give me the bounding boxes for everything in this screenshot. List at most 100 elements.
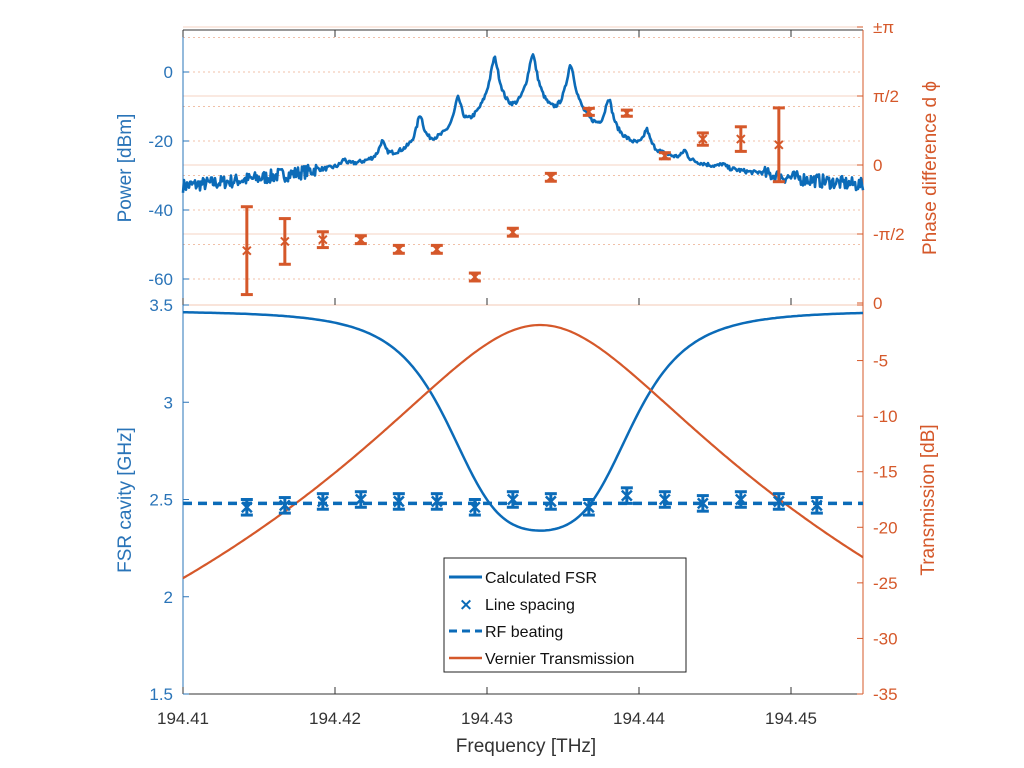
line-spacing-point [544, 492, 557, 511]
line-spacing-marker [772, 495, 785, 508]
line-spacing-marker [506, 493, 519, 506]
bottom-y-tick-label: 3 [164, 393, 173, 412]
top-y-tick-label: 0 [164, 63, 173, 82]
line-spacing-point [240, 498, 253, 517]
line-spacing-marker [696, 497, 709, 510]
top-right-tick-label: 0 [873, 156, 882, 175]
phase-marker [698, 134, 708, 144]
line-spacing-marker [316, 495, 329, 508]
legend-label-vernier-transmission: Vernier Transmission [485, 651, 634, 668]
line-spacing-marker [278, 499, 291, 512]
top-panel-grid [183, 26, 863, 306]
line-spacing-marker [430, 495, 443, 508]
phase-marker [774, 140, 784, 150]
bottom-right-tick-label: -10 [873, 407, 898, 426]
phase-marker [242, 245, 252, 256]
line-spacing-marker [810, 499, 823, 512]
phase-marker [736, 134, 746, 144]
line-spacing-point [734, 490, 747, 509]
phase-point [620, 108, 633, 118]
line-spacing-point [430, 492, 443, 511]
line-spacing-point [468, 498, 481, 517]
legend-box [443, 557, 687, 673]
phase-point [392, 243, 405, 255]
line-spacing-point [772, 492, 785, 511]
phase-marker [660, 151, 670, 161]
phase-marker [546, 172, 556, 183]
bottom-right-tick-label: -5 [873, 352, 888, 371]
line-spacing-point [316, 492, 329, 511]
line-spacing-marker [392, 495, 405, 508]
bottom-right-tick-label: -25 [873, 574, 898, 593]
x-tick-label: 194.42 [309, 709, 361, 728]
top-y-tick-label: -60 [148, 270, 173, 289]
calculated-fsr-line [183, 311, 863, 532]
line-spacing-point [354, 490, 367, 509]
line-spacing-point [278, 496, 291, 515]
x-tick-label: 194.45 [765, 709, 817, 728]
top-y-axis-label: Power [dBm] [115, 114, 136, 223]
bottom-y-tick-label: 2 [164, 588, 173, 607]
top-right-tick-label: -π/2 [873, 225, 905, 244]
phase-point [696, 131, 709, 147]
line-spacing-point [506, 490, 519, 509]
line-spacing-point [696, 494, 709, 513]
phase-marker [280, 236, 290, 247]
vernier-transmission-line [182, 323, 864, 580]
phase-marker [470, 272, 480, 282]
line-spacing-marker [544, 495, 557, 508]
axes [182, 26, 864, 695]
top-right-tick-label: π/2 [873, 87, 899, 106]
line-spacing-point [582, 498, 595, 517]
line-spacing-point [810, 496, 823, 515]
top-right-tick-label: ±π [873, 18, 894, 37]
legend: Calculated FSR × Line spacing RF beating… [443, 557, 687, 673]
phase-marker [508, 227, 518, 237]
phase-marker [622, 108, 632, 118]
phase-marker [394, 244, 404, 255]
line-spacing-marker [582, 501, 595, 514]
x-tick-label: 194.44 [613, 709, 665, 728]
line-spacing-marker [240, 501, 253, 514]
phase-point [354, 234, 367, 246]
legend-label-line-spacing: Line spacing [485, 597, 575, 614]
bottom-y-tick-label: 1.5 [149, 685, 173, 704]
x-axis-label: Frequency [THz] [456, 736, 596, 757]
line-spacing-point [658, 490, 671, 509]
phase-point [506, 226, 519, 238]
bottom-right-tick-label: -35 [873, 685, 898, 704]
phase-marker [432, 244, 442, 255]
bottom-y-tick-label: 3.5 [149, 296, 173, 315]
phase-point [582, 106, 595, 117]
phase-point [734, 125, 747, 153]
power-spectrum-line [181, 53, 865, 193]
top-right-tick-label: 0 [873, 294, 882, 313]
phase-point [430, 243, 443, 255]
line-spacing-point [392, 492, 405, 511]
line-spacing-marker [734, 493, 747, 506]
phase-marker [356, 234, 366, 245]
phase-point [240, 205, 253, 297]
bottom-right-axis-label: Transmission [dB] [918, 424, 939, 575]
line-spacing-marker [468, 501, 481, 514]
legend-label-rf-beating: RF beating [485, 624, 563, 641]
bottom-right-tick-label: -30 [873, 629, 898, 648]
line-spacing-marker [620, 489, 633, 502]
phase-marker [584, 107, 594, 117]
phase-point [468, 271, 481, 283]
bottom-y-axis-label: FSR cavity [GHz] [115, 427, 136, 573]
line-spacing-marker [354, 493, 367, 506]
x-tick-label: 194.41 [157, 709, 209, 728]
bottom-y-tick-label: 2.5 [149, 491, 173, 510]
legend-swatch-line-spacing: × [459, 595, 473, 615]
top-y-tick-label: -40 [148, 201, 173, 220]
phase-point [544, 171, 557, 183]
x-tick-label: 194.43 [461, 709, 513, 728]
line-spacing-point [620, 486, 633, 505]
phase-point [316, 230, 329, 250]
phase-point [278, 217, 291, 266]
top-right-axis-label: Phase difference d ϕ [920, 81, 941, 255]
bottom-right-tick-label: -20 [873, 518, 898, 537]
line-spacing-marker [658, 493, 671, 506]
